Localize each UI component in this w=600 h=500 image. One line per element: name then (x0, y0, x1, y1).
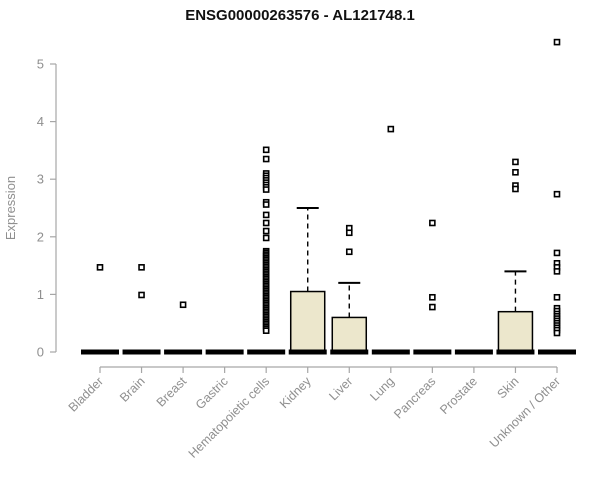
outlier-point (179, 301, 187, 309)
outlier-point (553, 38, 561, 46)
y-axis-title: Expression (3, 176, 18, 240)
x-tick-label: Breast (154, 374, 190, 410)
median-line (122, 349, 161, 355)
x-tick-label: Prostate (437, 374, 480, 417)
outlier-point (96, 264, 104, 271)
box (497, 310, 534, 353)
median-line (205, 349, 244, 355)
median-line (288, 349, 327, 355)
median-line (496, 349, 535, 355)
x-tick-label: Skin (494, 374, 521, 401)
median-line (164, 349, 203, 355)
x-tick-label: Hematopoietic cells (186, 374, 273, 461)
outlier-point (553, 190, 561, 198)
outlier-point (345, 229, 353, 237)
outlier-point (512, 168, 519, 176)
x-tick-label: Gastric (193, 374, 231, 412)
x-tick-label: Liver (326, 374, 355, 403)
median-line (330, 349, 369, 355)
chart-title: ENSG00000263576 - AL121748.1 (185, 7, 415, 24)
y-tick-label: 2 (37, 229, 44, 244)
y-tick-label: 5 (37, 57, 44, 72)
outlier-point (262, 186, 270, 193)
outlier-point (429, 293, 436, 301)
outlier-point (262, 211, 270, 219)
y-tick-label: 3 (37, 172, 44, 187)
outlier-point (553, 329, 561, 337)
box (331, 316, 368, 353)
outlier-point (553, 268, 561, 275)
outlier-point (429, 219, 436, 227)
x-tick-label: Lung (367, 374, 397, 404)
box (289, 290, 326, 353)
outlier-point (429, 303, 436, 311)
median-line (247, 349, 286, 355)
boxes-layer (81, 38, 576, 355)
x-tick-label: Bladder (66, 374, 106, 414)
median-line (413, 349, 452, 355)
outlier-point (262, 201, 270, 208)
x-tick-label: Unknown / Other (487, 374, 563, 450)
x-tick-label: Brain (117, 374, 148, 405)
outlier-point (512, 158, 519, 166)
outlier-point (262, 155, 270, 163)
outlier-point (512, 185, 519, 193)
outlier-point (553, 293, 561, 301)
y-tick-label: 0 (37, 345, 44, 360)
outlier-point (262, 327, 270, 334)
median-line (81, 349, 119, 355)
median-line (537, 349, 576, 355)
outlier-point (553, 249, 561, 257)
median-line (454, 349, 493, 355)
outlier-point (262, 234, 270, 242)
x-tick-label: Pancreas (391, 374, 438, 421)
x-tick-label: Kidney (277, 374, 314, 411)
outlier-point (138, 291, 145, 299)
outlier-point (345, 248, 353, 256)
y-tick-label: 1 (37, 287, 44, 302)
outlier-point (262, 219, 270, 227)
outlier-point (387, 125, 395, 133)
outlier-point (262, 146, 270, 154)
median-line (371, 349, 410, 355)
outlier-point (138, 264, 145, 271)
axes-layer: 0 1 2 3 4 5 Bladder Brain Breast GastricHematopoi… (37, 57, 563, 461)
y-tick-label: 4 (37, 114, 44, 129)
outlier-point (262, 227, 270, 235)
